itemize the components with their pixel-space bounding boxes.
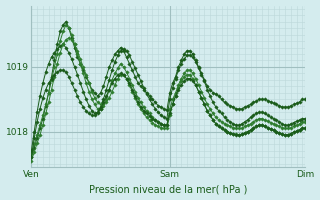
X-axis label: Pression niveau de la mer( hPa ): Pression niveau de la mer( hPa ) (89, 184, 247, 194)
